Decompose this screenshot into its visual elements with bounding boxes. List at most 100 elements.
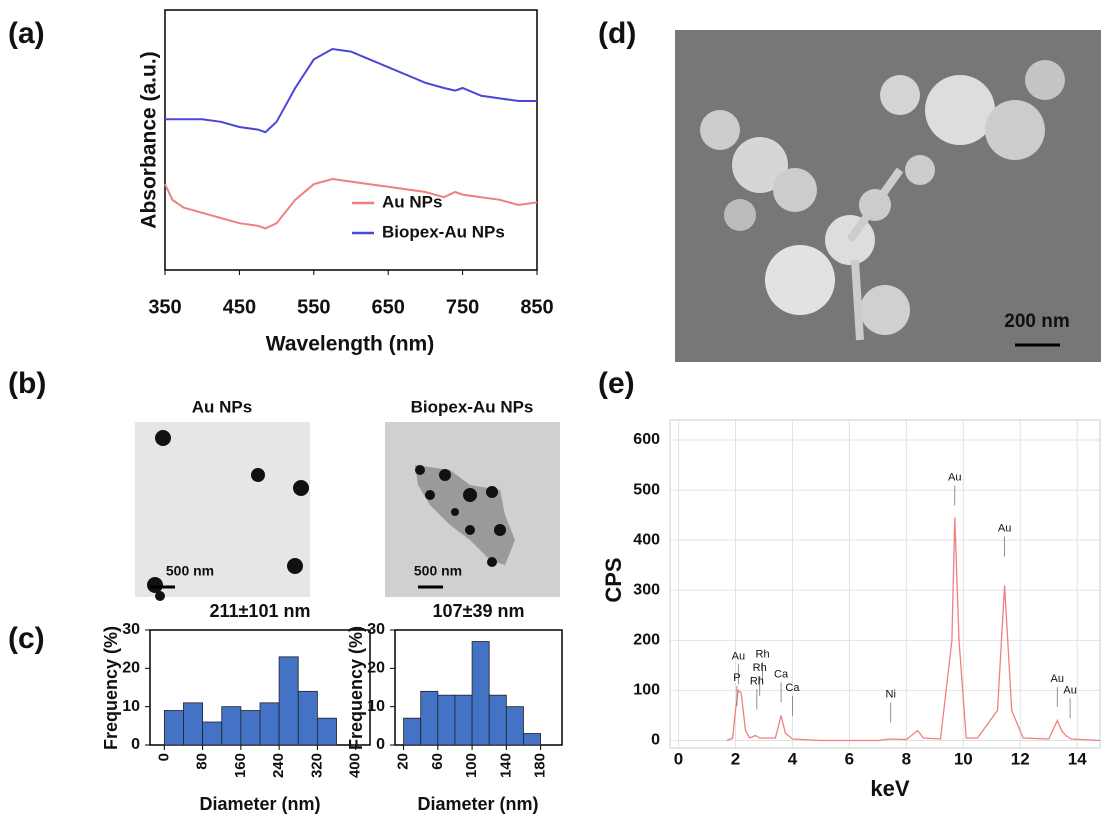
peak-label: Rh (753, 662, 767, 674)
peak-label: P (733, 672, 740, 684)
peak-label: Au (1051, 673, 1064, 685)
panel-label: (c) (8, 622, 45, 655)
x-tick-label: 180 (532, 753, 549, 778)
bar (523, 733, 541, 746)
sem-image (675, 30, 1101, 362)
x-tick-label: 850 (520, 296, 553, 318)
x-tick-label: 400 (347, 753, 364, 778)
peak-label: Au (998, 523, 1011, 535)
legend-label: Biopex-Au NPs (382, 222, 505, 241)
y-tick-label: 300 (633, 581, 660, 598)
peak-label: Ca (774, 668, 789, 680)
y-tick-label: 200 (633, 632, 660, 649)
panel-label: (e) (598, 367, 635, 400)
x-tick-label: 4 (788, 749, 798, 768)
peak-label: Rh (756, 648, 770, 660)
peak-label: Rh (750, 675, 764, 687)
x-tick-label: 650 (372, 296, 405, 318)
panel-label: (b) (8, 367, 46, 400)
x-tick-label: 0 (155, 753, 172, 761)
y-axis-title: Frequency (%) (101, 626, 121, 750)
x-tick-label: 20 (395, 753, 412, 770)
y-tick-label: 100 (633, 682, 660, 699)
scale-bar-label: 500 nm (414, 563, 462, 579)
x-axis-title: Diameter (nm) (417, 794, 538, 814)
bar (163, 710, 184, 746)
plot-frame (669, 419, 1101, 749)
y-axis-title: Absorbance (a.u.) (138, 51, 161, 228)
tem-image (135, 422, 310, 601)
bar (259, 702, 280, 746)
y-tick-label: 10 (367, 698, 385, 715)
peak-label: Ni (886, 688, 896, 700)
bar (488, 694, 507, 746)
panel-label: (d) (598, 17, 636, 50)
x-tick-label: 8 (902, 749, 911, 768)
data-line (726, 517, 1101, 742)
bar (202, 721, 223, 746)
x-axis-title: Wavelength (nm) (266, 333, 434, 356)
x-tick-label: 2 (731, 749, 740, 768)
x-tick-label: 350 (148, 296, 181, 318)
x-tick-label: 10 (954, 749, 973, 768)
image-title: Au NPs (192, 397, 252, 416)
bar (505, 706, 524, 746)
x-tick-label: 14 (1068, 749, 1087, 768)
bar (221, 706, 242, 746)
y-axis-title: CPS (601, 557, 626, 602)
chart-title: 107±39 nm (433, 601, 525, 621)
x-tick-label: 0 (674, 749, 683, 768)
chart-title: 211±101 nm (210, 601, 311, 621)
peak-label: Au (948, 471, 961, 483)
bar (297, 690, 318, 746)
peak-label: Au (1063, 684, 1076, 696)
x-tick-label: 750 (446, 296, 479, 318)
plot-frame (164, 9, 538, 271)
peak-label: Au (732, 650, 745, 662)
data-line (165, 47, 537, 134)
x-tick-label: 12 (1011, 749, 1030, 768)
x-tick-label: 550 (297, 296, 330, 318)
x-tick-label: 6 (845, 749, 854, 768)
y-tick-label: 400 (633, 531, 660, 548)
scale-bar-label: 200 nm (1004, 311, 1069, 332)
y-tick-label: 500 (633, 481, 660, 498)
x-tick-label: 80 (194, 753, 211, 770)
y-tick-label: 0 (651, 732, 660, 749)
x-axis-title: keV (870, 776, 909, 801)
legend-label: Au NPs (382, 192, 442, 211)
y-tick-label: 600 (633, 431, 660, 448)
x-tick-label: 60 (429, 753, 446, 770)
y-tick-label: 20 (122, 660, 140, 677)
y-tick-label: 0 (131, 736, 140, 753)
tem-image (385, 422, 560, 597)
bar (240, 710, 261, 746)
x-tick-label: 100 (463, 753, 480, 778)
x-tick-label: 450 (223, 296, 256, 318)
bar (183, 702, 204, 746)
x-tick-label: 160 (232, 753, 249, 778)
image-title: Biopex-Au NPs (411, 397, 534, 416)
bar (471, 641, 490, 746)
panel-label: (a) (8, 17, 45, 50)
y-tick-label: 20 (367, 660, 385, 677)
scale-bar-label: 500 nm (166, 563, 214, 579)
x-tick-label: 240 (270, 753, 287, 778)
y-tick-label: 0 (376, 736, 385, 753)
bar (420, 690, 439, 746)
x-tick-label: 320 (308, 753, 325, 778)
bar (437, 694, 456, 746)
bar (454, 694, 473, 746)
peak-label: Ca (785, 682, 800, 694)
x-tick-label: 140 (497, 753, 514, 778)
x-axis-title: Diameter (nm) (199, 794, 320, 814)
y-tick-label: 10 (122, 698, 140, 715)
y-tick-label: 30 (367, 621, 385, 638)
y-tick-label: 30 (122, 621, 140, 638)
data-line (164, 177, 538, 230)
y-axis-title: Frequency (%) (346, 626, 366, 750)
bar (278, 656, 299, 746)
bar (316, 717, 337, 746)
bar (403, 717, 422, 746)
